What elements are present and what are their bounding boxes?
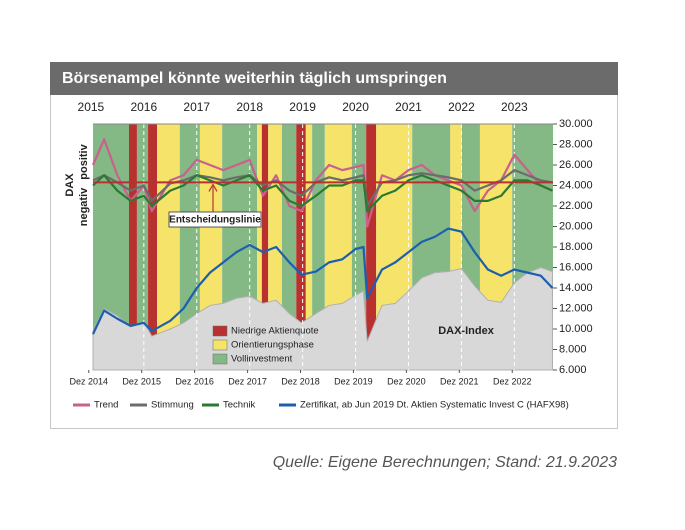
y-tick-label: 8.000 <box>559 343 587 355</box>
y-tick-label: 26.000 <box>559 159 593 171</box>
dax-area <box>92 266 553 371</box>
area-label: DAX-Index <box>438 325 495 337</box>
x-tick-label-top: 2023 <box>501 100 528 114</box>
source-note: Quelle: Eigene Berechnungen; Stand: 21.9… <box>273 454 617 471</box>
legend-label: Trend <box>94 400 118 411</box>
phase-band <box>128 124 137 370</box>
phase-band <box>296 124 306 370</box>
series-line <box>91 138 553 228</box>
x-tick-label-top: 2022 <box>448 100 475 114</box>
phase-band <box>257 124 262 370</box>
y-tick-label: 14.000 <box>559 282 593 294</box>
x-tick-label: Dez 2021 <box>440 376 479 386</box>
annotation-box <box>168 211 262 228</box>
x-tick-label: Dez 2018 <box>281 376 320 386</box>
phase-band <box>366 124 377 370</box>
phase-legend-label: Vollinvestment <box>231 354 293 365</box>
phase-band <box>261 124 269 370</box>
x-tick-label-top: 2021 <box>395 100 422 114</box>
series-line <box>92 169 553 208</box>
x-tick-label-top: 2016 <box>130 100 157 114</box>
x-tick-label-top: 2019 <box>289 100 316 114</box>
x-tick-label: Dez 2014 <box>69 376 108 386</box>
annotation-label: Entscheidungslinie <box>169 215 261 226</box>
x-tick-label-top: 2017 <box>183 100 210 114</box>
indicator-axis-title: DAX <box>64 173 76 197</box>
legend-label: Technik <box>223 400 255 411</box>
series-line <box>92 174 553 213</box>
y-tick-label: 20.000 <box>559 220 593 232</box>
y-tick-label: 6.000 <box>559 364 587 376</box>
x-tick-label: Dez 2020 <box>387 376 426 386</box>
y-tick-label: 30.000 <box>559 118 593 130</box>
y-tick-label: 10.000 <box>559 323 593 335</box>
x-tick-label-top: 2018 <box>236 100 263 114</box>
x-tick-label-top: 2020 <box>342 100 369 114</box>
phase-legend-label: Niedrige Aktienquote <box>231 326 319 337</box>
y-tick-label: 18.000 <box>559 241 593 253</box>
phase-legend-swatch <box>212 325 228 337</box>
x-tick-label: Dez 2019 <box>334 376 373 386</box>
y-tick-label: 12.000 <box>559 302 593 314</box>
phase-band <box>312 124 325 370</box>
phase-band <box>305 124 313 370</box>
legend-label: Zertifikat, ab Jun 2019 Dt. Aktien Syste… <box>300 400 569 411</box>
y-tick-label: 22.000 <box>559 200 593 212</box>
phase-legend-label: Orientierungsphase <box>231 340 314 351</box>
indicator-negative: negativ <box>78 187 90 226</box>
x-tick-label: Dez 2016 <box>175 376 214 386</box>
phase-band <box>136 124 149 370</box>
phase-band <box>450 124 462 370</box>
y-tick-label: 16.000 <box>559 261 593 273</box>
plot: 2015 2016 2017 2018 2019 2020 2021 2022 2023 Ents… <box>64 100 593 410</box>
indicator-positive: positiv <box>78 143 90 179</box>
y-tick-label: 28.000 <box>559 138 593 150</box>
legend-label: Stimmung <box>151 400 194 411</box>
chart-title: Börsenampel könnte weiterhin täglich ums… <box>62 70 447 87</box>
series-line <box>92 227 554 335</box>
x-tick-label: Dez 2017 <box>228 376 267 386</box>
phase-band <box>157 124 180 370</box>
header-bar <box>50 62 618 95</box>
phase-legend-swatch <box>212 339 228 351</box>
phase-band <box>148 124 158 370</box>
phase-band <box>281 124 297 370</box>
x-tick-label: Dez 2015 <box>122 376 161 386</box>
phase-legend-swatch <box>212 353 228 365</box>
annotation-arrowhead <box>208 183 218 192</box>
x-tick-label: Dez 2022 <box>493 376 532 386</box>
x-tick-label-top: 2015 <box>78 100 105 114</box>
y-tick-label: 24.000 <box>559 179 593 191</box>
